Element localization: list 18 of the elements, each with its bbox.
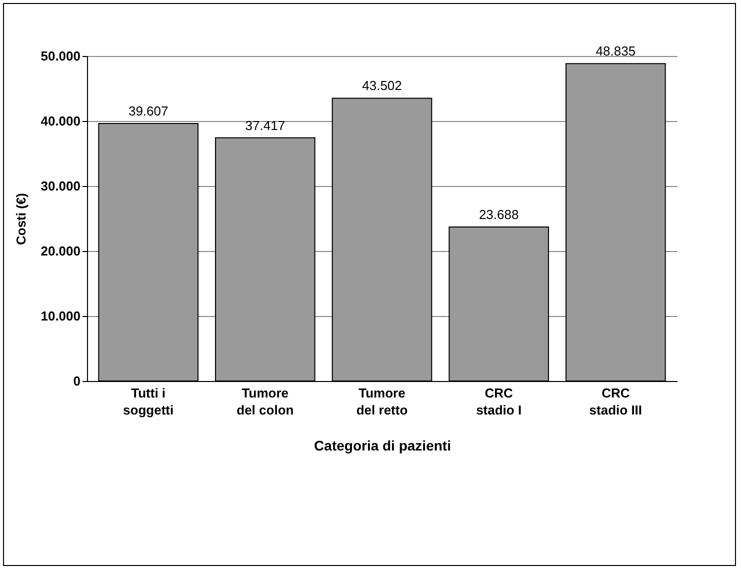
y-tick-label: 40.000	[40, 114, 80, 128]
data-label: 39.607	[128, 104, 168, 119]
x-tick-label: CRC stadio III	[589, 386, 642, 418]
y-tick-label: 20.000	[40, 244, 80, 258]
x-tick-label: CRC stadio I	[476, 386, 522, 418]
y-axis-title: Costi (€)	[14, 193, 29, 245]
y-tick-label: 10.000	[40, 308, 80, 324]
data-label: 43.502	[362, 78, 402, 94]
x-axis-title: Categoria di pazienti	[314, 438, 451, 454]
data-label: 37.417	[245, 118, 286, 133]
x-tick-label: Tumore del colon	[236, 386, 294, 418]
x-tick-label: Tumore del retto	[356, 386, 408, 418]
data-label: 48.835	[596, 44, 636, 59]
y-tick-label: 30.000	[40, 178, 80, 194]
y-tick-label: 0	[73, 374, 80, 388]
data-label: 23.688	[478, 207, 519, 222]
y-tick-label: 50.000	[40, 48, 80, 64]
x-tick-label: Tutti i soggetti	[123, 386, 174, 418]
